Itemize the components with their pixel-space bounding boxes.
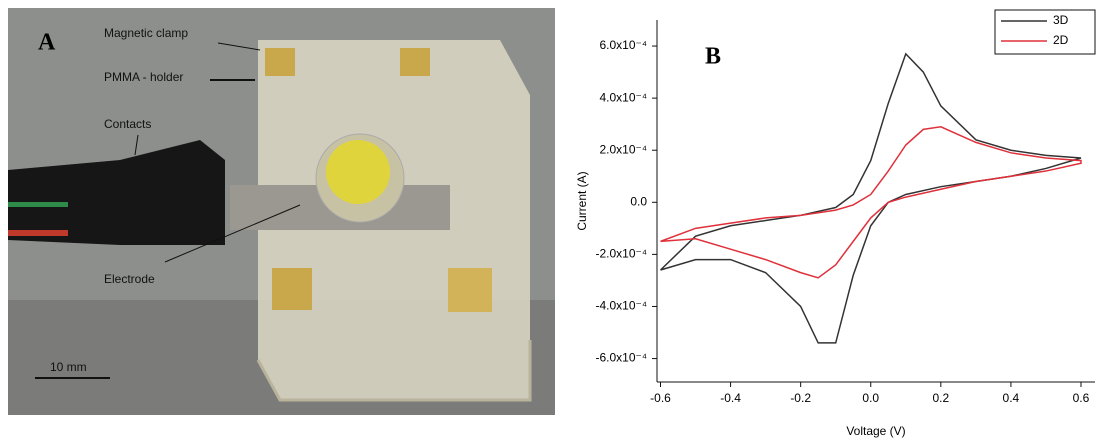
x-tick-label: 0.4 [1003,391,1020,405]
annotation: Contacts [104,117,151,131]
chart-panel: B Voltage (V) Current (A) -6.0x10⁻⁴ -4.0x… [575,10,1095,438]
annotation: Electrode [104,272,155,286]
x-tick-label: 0.0 [862,391,879,405]
x-axis-title: Voltage (V) [846,424,905,438]
x-tick-label: -0.4 [720,391,741,405]
y-tick-label: -2.0x10⁻⁴ [595,247,647,261]
y-tick-label: -6.0x10⁻⁴ [595,351,647,365]
y-tick-label: 0.0 [630,194,647,208]
electrode-disc [326,140,390,204]
annotation: PMMA - holder [104,70,183,84]
legend-label: 3D [1053,13,1069,27]
x-tick-label: 0.2 [932,391,949,405]
photo-panel: A Magnetic clamp PMMA - holder Contacts … [8,8,555,415]
y-tick-label: 4.0x10⁻⁴ [599,90,647,104]
panel-label: B [705,44,721,70]
annotation: Magnetic clamp [104,26,188,40]
magnet [272,268,312,310]
figure: A Magnetic clamp PMMA - holder Contacts … [0,0,1108,443]
legend-label: 2D [1053,33,1069,47]
scale-bar-label: 10 mm [50,360,87,374]
series-line [661,54,1081,343]
magnet [400,48,430,76]
x-tick-label: -0.6 [650,391,671,405]
y-axis-title: Current (A) [575,171,589,230]
wire [8,230,68,236]
panel-label: A [38,30,56,56]
magnet [448,268,492,312]
x-tick-label: 0.6 [1073,391,1090,405]
y-tick-label: 2.0x10⁻⁴ [599,142,647,156]
magnet [265,48,295,76]
legend-box [995,10,1095,54]
series-line [661,127,1081,278]
y-tick-label: 6.0x10⁻⁴ [599,38,647,52]
wire [8,202,68,207]
x-tick-label: -0.2 [790,391,811,405]
y-tick-label: -4.0x10⁻⁴ [595,299,647,313]
